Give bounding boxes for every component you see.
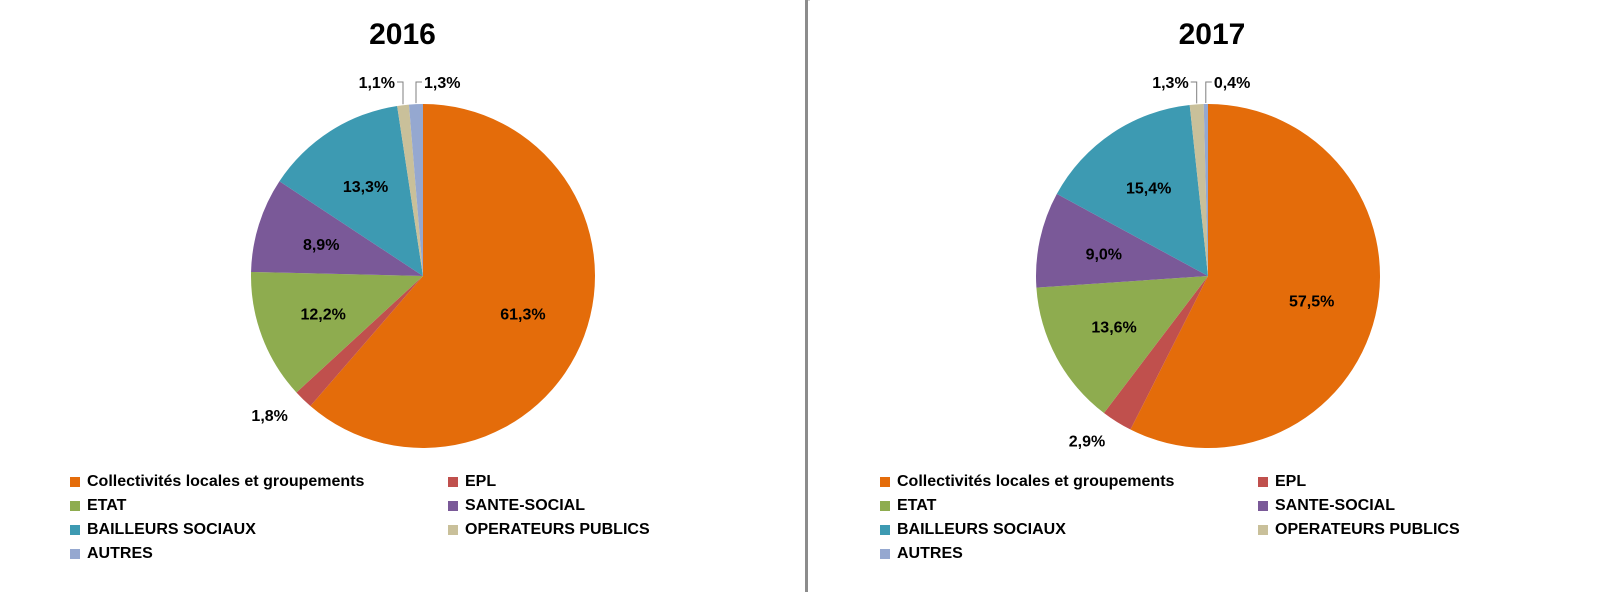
legend-swatch — [880, 549, 890, 559]
leader-line-operateurs-publics — [1190, 81, 1198, 104]
chart-title: 2016 — [369, 18, 436, 51]
legend-swatch — [70, 477, 80, 487]
data-label-epl: 2,9% — [1069, 434, 1105, 451]
legend-label: SANTE-SOCIAL — [1275, 497, 1395, 514]
pie-slice-bailleurs-sociaux — [279, 105, 423, 277]
legend-item-etat: ETAT — [880, 497, 936, 515]
pie-slice-sante-social — [251, 181, 423, 276]
legend-label: Collectivités locales et groupements — [87, 473, 365, 490]
legend-label: SANTE-SOCIAL — [465, 497, 585, 514]
pie-slice-autres — [408, 103, 423, 276]
legend-swatch — [70, 549, 80, 559]
legend-item-autres: AUTRES — [880, 545, 963, 563]
pie-slice-sante-social — [1035, 193, 1208, 288]
legend-swatch — [880, 501, 890, 511]
legend-label: ETAT — [87, 497, 127, 514]
data-label-etat: 12,2% — [301, 307, 346, 324]
pie-slice-collectivites-locales-et-groupements — [310, 104, 595, 448]
legend-swatch — [448, 477, 458, 487]
legend-label: EPL — [1275, 473, 1307, 490]
pie-chart-2017: 57,5% 2,9% 13,6% 9,0% 15,4% 1,3% 0,4% — [1035, 75, 1381, 451]
legend-item-autres: AUTRES — [70, 545, 153, 563]
legend-swatch — [1258, 525, 1268, 535]
legend-item-bailleurs-sociaux: BAILLEURS SOCIAUX — [880, 521, 1066, 539]
legend-item-operateurs-publics: OPERATEURS PUBLICS — [448, 521, 650, 539]
data-label-epl: 1,8% — [251, 408, 287, 425]
chart-panel-2017: 2017 57,5% 2,9% 13,6% 9,0% 15,4% 1,3% 0,4% Col… — [810, 0, 1614, 592]
pie-slice-operateurs-publics — [1189, 104, 1208, 276]
legend-item-sante-social: SANTE-SOCIAL — [448, 497, 585, 515]
data-label-autres: 1,3% — [424, 75, 460, 92]
legend-label: Collectivités locales et groupements — [897, 473, 1175, 490]
legend-label: ETAT — [897, 497, 937, 514]
data-label-operateurs-publics: 1,1% — [359, 75, 395, 92]
data-label-operateurs-publics: 1,3% — [1152, 75, 1188, 92]
legend-label: OPERATEURS PUBLICS — [1275, 521, 1460, 538]
data-label-collectivites-locales-et-groupements: 61,3% — [500, 306, 545, 323]
legend-swatch — [1258, 477, 1268, 487]
chart-panel-2016: 2016 61,3% 1,8% 12,2% 8,9% 13,3% 1,1% 1,3% Col… — [70, 0, 808, 592]
legend-swatch — [70, 525, 80, 535]
data-label-sante-social: 9,0% — [1086, 246, 1122, 263]
legend-item-collectivites-locales-et-groupements: Collectivités locales et groupements — [880, 473, 1174, 491]
pie-slice-epl — [1103, 276, 1208, 430]
legend-label: BAILLEURS SOCIAUX — [87, 521, 256, 538]
legend-swatch — [448, 525, 458, 535]
data-label-collectivites-locales-et-groupements: 57,5% — [1289, 294, 1334, 311]
leader-line-autres — [415, 81, 422, 104]
legend-label: BAILLEURS SOCIAUX — [897, 521, 1066, 538]
pie-slice-etat — [251, 271, 423, 393]
legend-label: EPL — [465, 473, 497, 490]
legend-swatch — [448, 501, 458, 511]
legend-label: OPERATEURS PUBLICS — [465, 521, 650, 538]
legend-label: AUTRES — [897, 545, 963, 562]
legend-item-bailleurs-sociaux: BAILLEURS SOCIAUX — [70, 521, 256, 539]
leader-line-autres — [1205, 81, 1212, 103]
pie-slice-bailleurs-sociaux — [1056, 104, 1208, 276]
legend-item-collectivites-locales-et-groupements: Collectivités locales et groupements — [70, 473, 364, 491]
legend-item-epl: EPL — [448, 473, 496, 491]
pie-slice-epl — [296, 276, 423, 407]
data-label-bailleurs-sociaux: 13,3% — [343, 179, 388, 196]
legend-swatch — [1258, 501, 1268, 511]
pie-slice-autres — [1203, 103, 1208, 277]
legend-item-operateurs-publics: OPERATEURS PUBLICS — [1258, 521, 1460, 539]
legend-swatch — [880, 525, 890, 535]
pie-slice-collectivites-locales-et-groupements — [1130, 104, 1381, 449]
pie-chart-2016: 61,3% 1,8% 12,2% 8,9% 13,3% 1,1% 1,3% — [251, 75, 595, 448]
data-label-sante-social: 8,9% — [303, 237, 339, 254]
leader-line-operateurs-publics — [397, 81, 404, 105]
data-label-etat: 13,6% — [1091, 320, 1136, 337]
legend-item-etat: ETAT — [70, 497, 126, 515]
chart-title: 2017 — [1178, 18, 1246, 51]
data-label-autres: 0,4% — [1214, 75, 1250, 92]
pie-slice-etat — [1036, 276, 1208, 413]
legend-item-sante-social: SANTE-SOCIAL — [1258, 497, 1395, 515]
legend-swatch — [880, 477, 890, 487]
legend-label: AUTRES — [87, 545, 153, 562]
data-label-bailleurs-sociaux: 15,4% — [1126, 180, 1171, 197]
legend-item-epl: EPL — [1258, 473, 1306, 491]
legend-swatch — [70, 501, 80, 511]
pie-slice-operateurs-publics — [397, 104, 423, 276]
